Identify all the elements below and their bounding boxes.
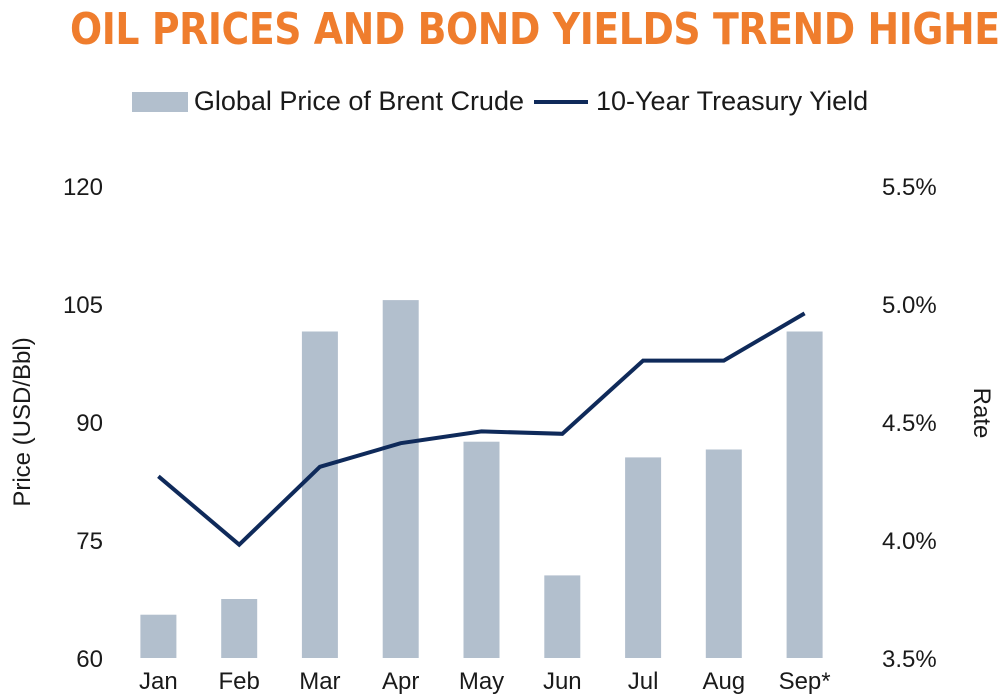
- x-tick-label: Jun: [543, 668, 582, 695]
- y-tick-label: 75: [76, 528, 103, 555]
- y2-tick-label: 4.5%: [882, 410, 937, 437]
- bar-aug: [705, 449, 742, 658]
- x-tick-label: May: [459, 668, 504, 695]
- x-tick-label: Apr: [382, 668, 419, 695]
- y2-tick-label: 5.0%: [882, 292, 937, 319]
- x-tick-label: Aug: [702, 668, 745, 695]
- legend-line-swatch: [534, 99, 588, 104]
- legend: Global Price of Brent Crude 10-Year Trea…: [0, 86, 1000, 117]
- y2-tick-label: 5.5%: [882, 174, 937, 201]
- bar-apr: [382, 300, 419, 658]
- bar-jun: [544, 575, 581, 658]
- chart-title: OIL PRICES AND BOND YIELDS TREND HIGHER: [70, 4, 1000, 55]
- y2-axis-title: Rate: [968, 388, 995, 439]
- legend-label-treasury: 10-Year Treasury Yield: [596, 86, 869, 116]
- bar-feb: [221, 599, 258, 658]
- bar-may: [463, 441, 500, 658]
- bar-sep: [786, 331, 823, 658]
- legend-item-brent: Global Price of Brent Crude: [131, 86, 524, 117]
- legend-label-brent: Global Price of Brent Crude: [193, 86, 524, 116]
- x-tick-label: Jul: [628, 668, 659, 695]
- y2-tick-label: 3.5%: [882, 646, 937, 673]
- legend-item-treasury: 10-Year Treasury Yield: [532, 86, 868, 117]
- y-axis-title: Price (USD/Bbl): [9, 337, 36, 506]
- y-tick-label: 90: [76, 410, 103, 437]
- y-tick-label: 120: [63, 174, 103, 201]
- y-tick-label: 105: [63, 292, 103, 319]
- legend-bar-swatch: [131, 91, 188, 112]
- bar-jul: [625, 457, 662, 658]
- x-tick-label: Sep*: [779, 668, 831, 695]
- x-tick-label: Jan: [139, 668, 178, 695]
- bar-mar: [301, 331, 338, 658]
- bar-jan: [140, 614, 177, 658]
- x-tick-label: Mar: [299, 668, 340, 695]
- y2-tick-label: 4.0%: [882, 528, 937, 555]
- x-tick-label: Feb: [219, 668, 260, 695]
- y-tick-label: 60: [76, 646, 103, 673]
